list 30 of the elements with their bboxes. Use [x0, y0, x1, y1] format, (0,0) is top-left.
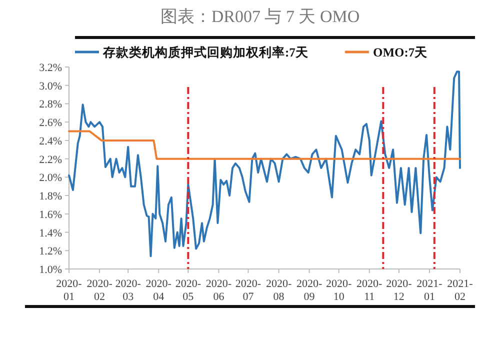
x-tick-label: 2020-12: [386, 278, 412, 303]
x-tick-label: 2020-04: [146, 278, 172, 303]
x-tick-label: 2021-02: [447, 278, 474, 303]
x-tick-label: 2020-02: [86, 278, 113, 303]
y-tick-label: 2.8%: [39, 98, 62, 111]
y-tick-label: 2.0%: [39, 172, 62, 184]
y-tick-label: 1.0%: [39, 264, 62, 276]
x-tick-label: 2020-10: [326, 278, 352, 303]
y-tick-label: 2.2%: [39, 154, 62, 166]
y-tick-label: 1.8%: [39, 190, 62, 203]
y-tick-label: 3.0%: [39, 80, 62, 92]
x-tick-label: 2020-07: [235, 278, 262, 303]
x-tick-label: 2020-06: [206, 278, 232, 303]
chart-title: 图表：DR007 与 7 天 OMO: [160, 7, 360, 26]
legend-label: OMO:7天: [373, 46, 428, 60]
y-tick-label: 2.6%: [39, 117, 62, 130]
line-series: [68, 70, 461, 258]
legend-label: 存款类机构质押式回购加权利率:7天: [102, 44, 308, 60]
x-tick-label: 2020-09: [296, 278, 322, 303]
x-tick-label: 2020-01: [56, 278, 82, 303]
x-tick-label: 2020-08: [266, 278, 292, 303]
y-tick-label: 1.6%: [39, 208, 62, 221]
y-tick-label: 2.4%: [39, 135, 62, 148]
y-tick-label: 1.2%: [39, 246, 62, 258]
x-tick-label: 2021-01: [416, 278, 443, 303]
x-tick-label: 2020-05: [175, 278, 202, 303]
x-tick-label: 2020-03: [115, 278, 142, 303]
y-tick-label: 1.4%: [39, 227, 62, 240]
x-tick-label: 2020-11: [356, 278, 383, 303]
y-tick-label: 3.2%: [39, 62, 62, 74]
